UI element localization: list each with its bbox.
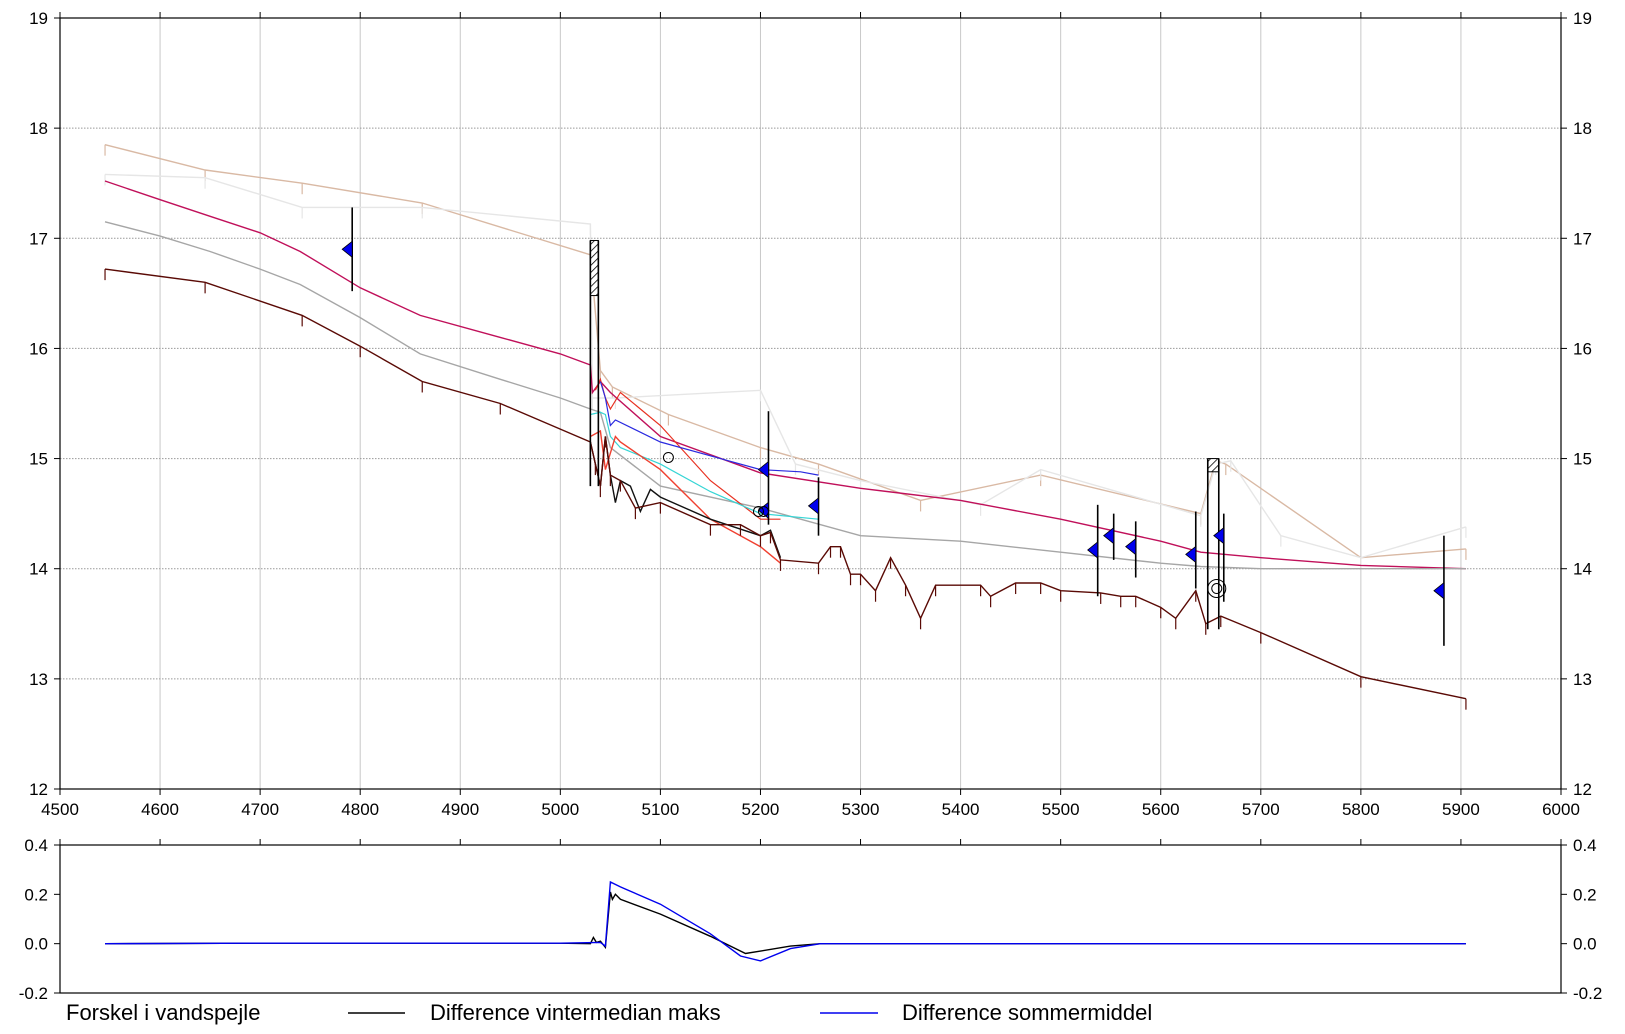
x-tick-label: 4900 [441, 800, 479, 819]
series-line-9 [104, 268, 1467, 700]
y-tick-label: 16 [29, 339, 48, 358]
series-line-0 [104, 144, 1466, 559]
legend-title: Forskel i vandspejle [66, 1000, 260, 1025]
x-tick-label: 5500 [1042, 800, 1080, 819]
y-tick-label: 17 [29, 229, 48, 248]
circle-marker [757, 505, 769, 517]
main-series [104, 144, 1467, 710]
circle-marker [662, 451, 674, 463]
main-plot: 4500 4600 4700 4800 4900 5000 5100 5200 5300 5400… [29, 9, 1592, 819]
flow-marker [1185, 545, 1197, 564]
series-line-1 [104, 173, 1467, 559]
y-tick-label: 19 [29, 9, 48, 28]
series-line-2 [104, 180, 1466, 570]
x-tick-label: 5000 [541, 800, 579, 819]
x-tick-label: 5300 [842, 800, 880, 819]
x-tick-label: 6000 [1542, 800, 1580, 819]
diff-y-tick-label-right: -0.2 [1573, 984, 1602, 1003]
main-grid [60, 18, 1561, 789]
legend-entry-label: Difference vintermedian maks [430, 1000, 721, 1025]
series-line-5 [599, 381, 819, 476]
y-tick-label: 13 [29, 670, 48, 689]
flow-marker [1433, 581, 1445, 600]
diff-y-tick-label-right: 0.4 [1573, 836, 1597, 855]
difference-plot-frame [59, 844, 1562, 994]
legend: Forskel i vandspejle Difference vintermed… [66, 1000, 1152, 1025]
main-markers [341, 207, 1445, 646]
x-tick-label: 5600 [1142, 800, 1180, 819]
y-tick-label: 14 [29, 560, 48, 579]
flow-marker [341, 240, 353, 259]
flow-marker [1087, 541, 1099, 559]
series-line-7 [590, 429, 781, 564]
y-tick-label-right: 17 [1573, 229, 1592, 248]
x-tick-label: 5800 [1342, 800, 1380, 819]
diff-y-tick-label: 0.0 [24, 935, 48, 954]
flow-marker [1213, 526, 1225, 545]
x-tick-label: 5400 [942, 800, 980, 819]
y-tick-label: 12 [29, 780, 48, 799]
x-tick-label: 4600 [141, 800, 179, 819]
difference-series-line-1 [104, 880, 1466, 962]
y-tick-label-right: 18 [1573, 119, 1592, 138]
series-line-6 [590, 411, 819, 520]
y-tick-label-right: 19 [1573, 9, 1592, 28]
x-tick-label: 5100 [641, 800, 679, 819]
circle-marker [752, 505, 764, 517]
flow-marker [1125, 537, 1137, 556]
main-axes: 4500 4600 4700 4800 4900 5000 5100 5200 5300 5400… [29, 9, 1592, 819]
series-line-3 [104, 221, 1466, 570]
x-tick-label: 5200 [742, 800, 780, 819]
y-tick-label-right: 12 [1573, 780, 1592, 799]
diff-y-tick-label-right: 0.2 [1573, 885, 1597, 904]
main-plot-frame [59, 17, 1562, 790]
diff-y-tick-label-right: 0.0 [1573, 935, 1597, 954]
difference-plot: -0.2 -0.2 0.0 0.0 0.2 0.2 0.4 0.4 [19, 836, 1603, 1003]
structure-hatch [1207, 458, 1220, 473]
x-tick-label: 4500 [41, 800, 79, 819]
y-tick-label: 15 [29, 450, 48, 469]
diff-y-tick-label: 0.2 [24, 885, 48, 904]
y-tick-label-right: 16 [1573, 339, 1592, 358]
y-tick-label-right: 14 [1573, 560, 1592, 579]
diff-y-tick-label: 0.4 [24, 836, 48, 855]
difference-series-line-0 [104, 891, 1466, 955]
y-tick-label-right: 13 [1573, 670, 1592, 689]
circle-marker-inner [1211, 583, 1223, 595]
diff-y-tick-label: -0.2 [19, 984, 48, 1003]
x-tick-label: 5700 [1242, 800, 1280, 819]
legend-entry-label: Difference sommermiddel [902, 1000, 1152, 1025]
flow-marker [757, 460, 769, 479]
flow-marker [807, 497, 819, 515]
difference-axes: -0.2 -0.2 0.0 0.0 0.2 0.2 0.4 0.4 [19, 836, 1603, 1003]
x-tick-label: 4700 [241, 800, 279, 819]
circle-marker [1207, 579, 1227, 599]
y-tick-label: 18 [29, 119, 48, 138]
y-tick-label-right: 15 [1573, 450, 1592, 469]
x-tick-label: 4800 [341, 800, 379, 819]
x-tick-label: 5900 [1442, 800, 1480, 819]
flow-marker [1103, 526, 1115, 545]
difference-series [104, 880, 1466, 962]
structure-hatch [589, 239, 599, 297]
